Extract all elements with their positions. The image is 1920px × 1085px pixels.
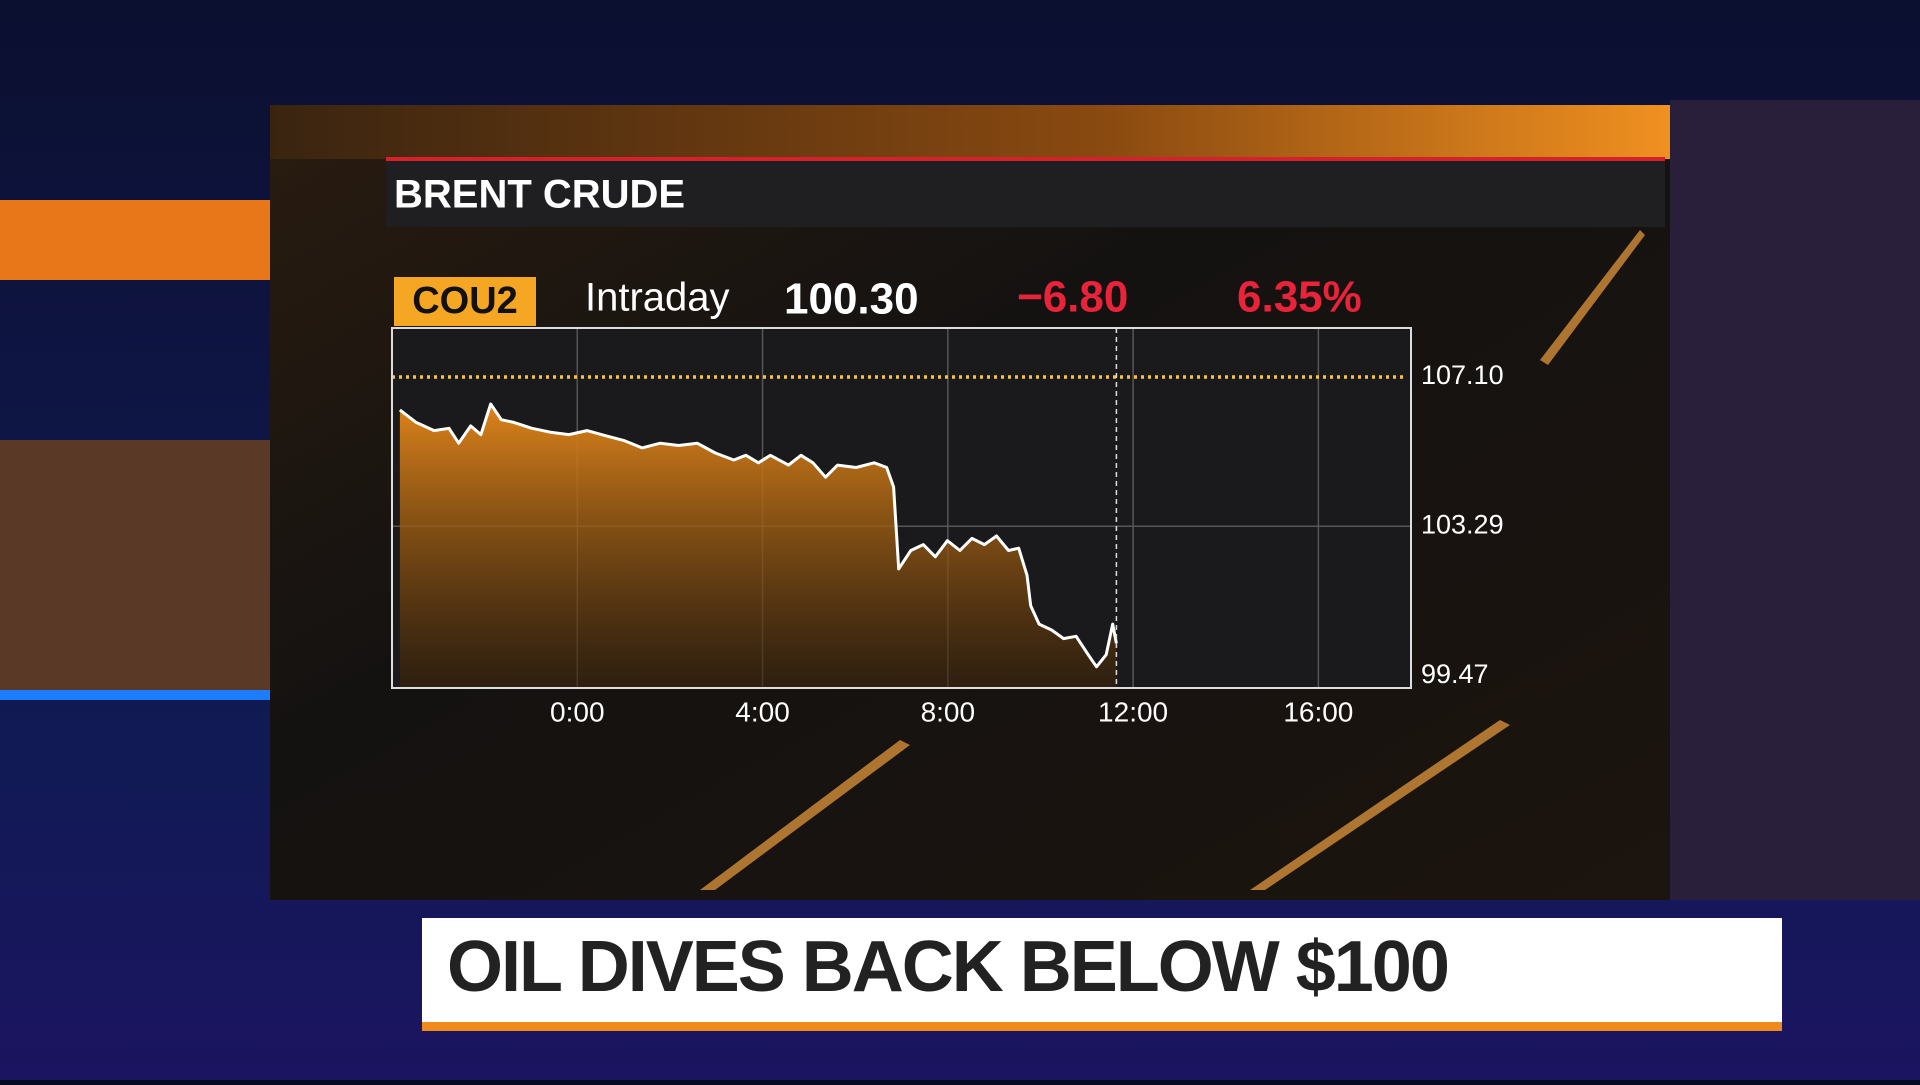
- plot-frame: [391, 327, 1412, 689]
- x-tick-label: 12:00: [1098, 696, 1168, 727]
- period: Intraday: [585, 276, 730, 320]
- video-wall-top: [270, 105, 1670, 159]
- ticker-box: [394, 277, 536, 326]
- studio-screen: [1670, 100, 1920, 900]
- line: [398, 402, 1118, 669]
- headline-rule: [422, 1022, 1782, 1031]
- studio-wall: [0, 440, 270, 690]
- change: −6.80: [1017, 273, 1128, 322]
- y-tick-label: 107.10: [1421, 360, 1504, 390]
- studio-light: [0, 690, 270, 700]
- light-streak: [700, 230, 1645, 890]
- title-bar: [386, 159, 1665, 227]
- y-tick-label: 103.29: [1421, 509, 1504, 539]
- change-percent: 6.35%: [1237, 273, 1362, 322]
- chart-title: BRENT CRUDE: [394, 173, 685, 217]
- last-price: 100.30: [784, 275, 919, 324]
- title-rule: [386, 157, 1665, 161]
- x-tick-label: 0:00: [550, 696, 605, 727]
- x-tick-label: 8:00: [921, 696, 976, 727]
- y-tick-label: 99.47: [1421, 659, 1489, 689]
- studio-light: [0, 200, 270, 280]
- headline-bar: [422, 918, 1782, 1022]
- area: [399, 404, 1117, 688]
- headline: OIL DIVES BACK BELOW $100: [447, 927, 1448, 1007]
- ticker: COU2: [412, 280, 518, 322]
- x-tick-label: 4:00: [735, 696, 790, 727]
- x-tick-label: 16:00: [1283, 696, 1353, 727]
- plot: 0:00 4:00 8:00 12:00 16:00 107.10 103.29 99.47: [391, 327, 1504, 727]
